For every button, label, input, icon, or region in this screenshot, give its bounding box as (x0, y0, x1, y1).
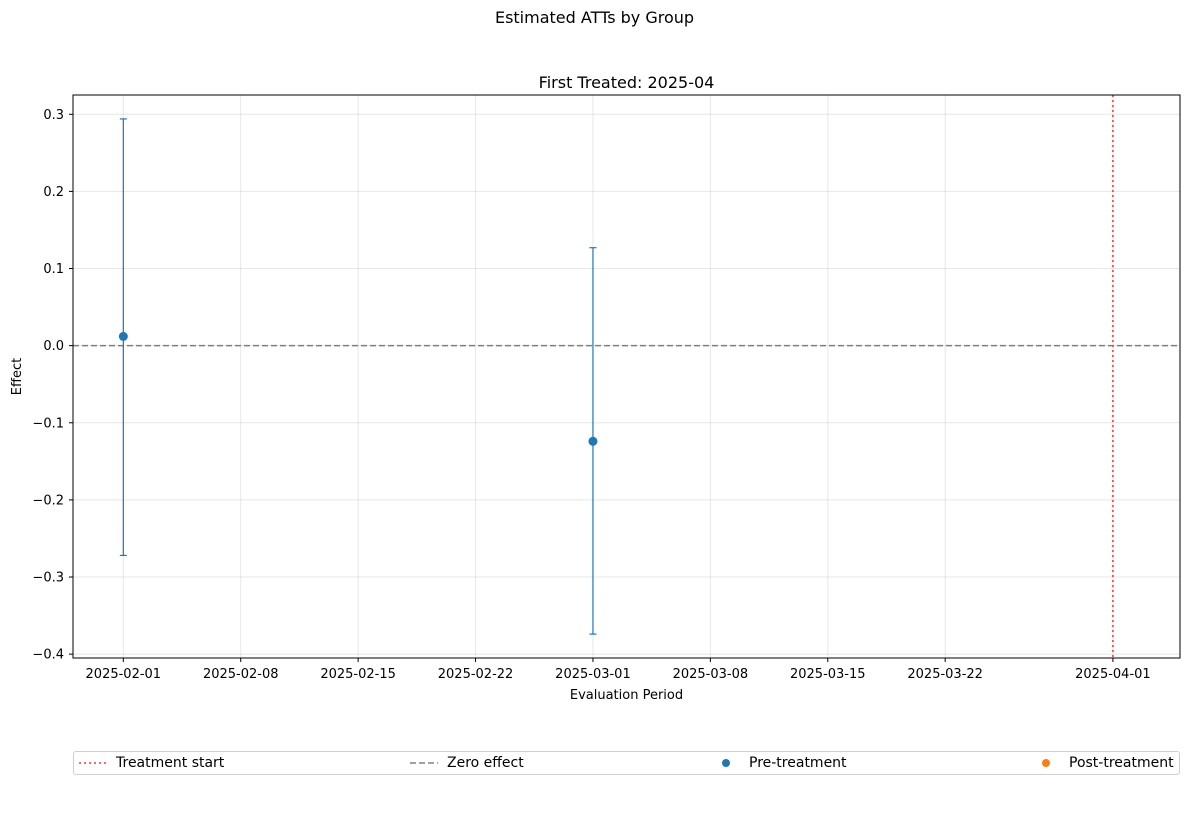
dot-marker-icon (1042, 759, 1050, 767)
dashed-line-icon (410, 762, 438, 764)
legend-item-post-treatment: Post-treatment (1037, 752, 1174, 774)
dotted-line-icon (79, 762, 107, 764)
y-tick-label: −0.1 (32, 416, 64, 431)
y-tick-label: −0.3 (32, 571, 64, 586)
figure-title: Estimated ATTs by Group (494, 8, 695, 27)
legend-label: Pre-treatment (749, 755, 847, 771)
plot-frame (72, 94, 1181, 659)
data-points (118, 118, 598, 635)
data-point (588, 436, 598, 446)
reference-lines (73, 95, 1180, 658)
legend-label: Post-treatment (1069, 755, 1174, 771)
x-tick-label: 2025-02-15 (320, 667, 396, 682)
y-tick-label: 0.1 (43, 262, 64, 277)
y-axis-label: Effect (10, 358, 25, 395)
dot-marker-icon (722, 759, 730, 767)
y-tick-label: 0.3 (43, 108, 64, 123)
x-tick-label: 2025-04-01 (1075, 667, 1151, 682)
data-point (118, 331, 128, 341)
grid-lines (73, 95, 1180, 658)
legend-label: Zero effect (447, 755, 524, 771)
legend-item-pre-treatment: Pre-treatment (717, 752, 847, 774)
x-tick-label: 2025-03-08 (673, 667, 749, 682)
legend-item-treatment-start: Treatment start (78, 752, 224, 774)
x-tick-label: 2025-02-08 (203, 667, 279, 682)
x-tick-label: 2025-03-22 (907, 667, 983, 682)
legend-item-zero-effect: Zero effect (409, 752, 524, 774)
legend-label: Treatment start (116, 755, 225, 771)
x-tick-label: 2025-02-22 (438, 667, 514, 682)
x-tick-label: 2025-03-15 (790, 667, 866, 682)
y-tick-label: −0.2 (32, 493, 64, 508)
legend: Treatment start Zero effect Pre-treatmen… (73, 751, 1180, 775)
x-tick-label: 2025-03-01 (555, 667, 631, 682)
att-chart: 2025-02-01 2025-02-08 2025-02-15 2025-02-22… (10, 73, 1181, 703)
y-tick-label: −0.4 (32, 648, 64, 663)
plot-title: First Treated: 2025-04 (539, 73, 715, 92)
x-tick-label: 2025-02-01 (86, 667, 162, 682)
x-axis-label: Evaluation Period (570, 688, 683, 703)
y-tick-label: 0.2 (43, 185, 64, 200)
axis-ticks: 2025-02-01 2025-02-08 2025-02-15 2025-02-22… (32, 108, 1150, 682)
y-tick-label: 0.0 (43, 339, 64, 354)
